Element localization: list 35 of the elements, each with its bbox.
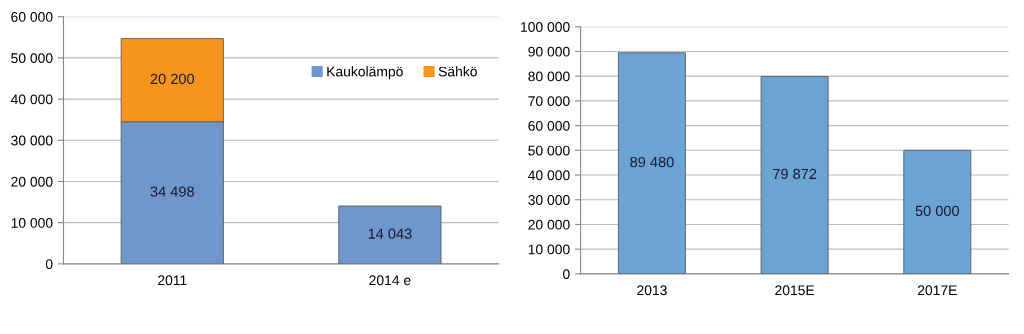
- y-tick-label: 90 000: [528, 46, 570, 57]
- y-tick-label: 100 000: [521, 22, 570, 32]
- y-tick-label: 30 000: [11, 135, 53, 146]
- y-tick-label: 80 000: [528, 71, 570, 82]
- y-tick-label: 60 000: [11, 12, 53, 22]
- x-tick-label: 2013: [637, 285, 667, 296]
- x-tick-label: 2014 e: [369, 275, 411, 286]
- data-label: 89 480: [630, 156, 674, 168]
- bar: [618, 52, 686, 274]
- y-tick-label: 50 000: [528, 145, 570, 156]
- y-tick-label: 30 000: [528, 195, 570, 205]
- data-label: 14 043: [368, 228, 412, 239]
- y-tick-label: 0: [45, 259, 53, 270]
- y-tick-label: 10 000: [11, 218, 53, 228]
- data-label: 50 000: [915, 205, 960, 216]
- y-tick-label: 70 000: [528, 96, 570, 107]
- data-label: 20 200: [150, 73, 195, 85]
- y-tick-label: 10 000: [528, 244, 570, 255]
- bar: [760, 76, 829, 274]
- y-tick-label: 60 000: [528, 120, 570, 131]
- bar: [338, 205, 442, 264]
- y-tick-label: 40 000: [528, 170, 570, 181]
- legend-label: Sähkö: [438, 66, 477, 77]
- bar: [903, 149, 972, 274]
- x-tick-label: 2015E: [775, 285, 815, 296]
- y-tick-label: 0: [563, 269, 570, 280]
- data-label: 34 498: [150, 186, 194, 197]
- legend-label: Kaukolämpö: [327, 66, 403, 80]
- data-label: 79 872: [773, 168, 817, 180]
- y-tick-label: 20 000: [528, 219, 570, 230]
- x-tick-label: 2017E: [917, 285, 957, 296]
- y-tick-label: 50 000: [11, 53, 53, 64]
- y-tick-label: 40 000: [10, 94, 53, 105]
- y-tick-label: 20 000: [11, 176, 53, 187]
- x-tick-label: 2011: [158, 275, 187, 286]
